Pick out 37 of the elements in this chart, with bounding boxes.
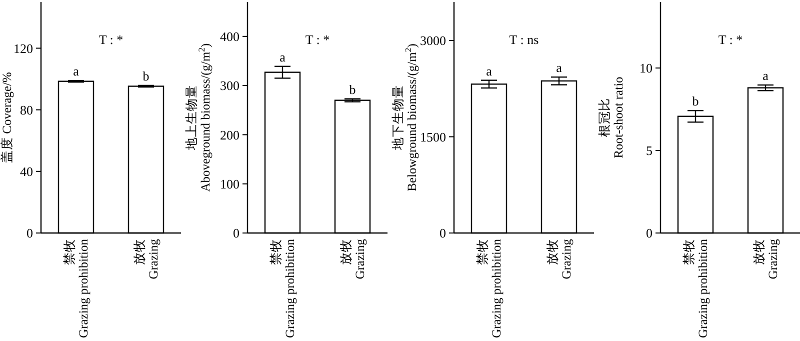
annotation: T : *	[305, 32, 330, 47]
y-tick-label: 0	[233, 226, 240, 241]
x-tick-label: 放牧 Grazing	[752, 238, 780, 280]
x-tick-label: 禁牧 Grazing prohibition	[62, 238, 90, 338]
y-tick-label: 200	[220, 127, 240, 142]
annotation: a	[280, 49, 286, 64]
y-tick-label: 5	[646, 143, 652, 158]
y-tick-label: 1500	[420, 129, 446, 144]
annotation: T : *	[718, 32, 743, 47]
y-tick-label: 40	[20, 164, 33, 179]
annotation: b	[349, 82, 356, 97]
annotation: a	[556, 60, 562, 76]
y-tick-label: 100	[220, 176, 240, 192]
annotation: a	[762, 68, 769, 83]
annotation: a	[73, 64, 80, 79]
y-tick-label: 120	[14, 40, 33, 56]
y-tick-label: 300	[220, 78, 240, 94]
y-tick-label: 400	[220, 28, 240, 44]
x-tick-label: 放牧 Grazing	[132, 238, 160, 280]
y-tick-label: 0	[646, 226, 652, 241]
y-tick-label: 80	[20, 102, 33, 118]
y-tick-label: 3000	[420, 33, 446, 48]
x-tick-label: 放牧 Grazing	[338, 238, 367, 280]
annotation: a	[486, 64, 492, 79]
annotation: b	[692, 94, 699, 109]
y-tick-label: 0	[26, 226, 33, 241]
annotation: b	[142, 68, 150, 84]
x-tick-label: 禁牧 Grazing prohibition	[268, 238, 297, 338]
y-axis-title: 根冠比 Root-shoot ratio	[598, 76, 626, 158]
y-axis-title: 盖度 Coverage/%	[0, 72, 14, 163]
x-tick-label: 禁牧 Grazing prohibition	[682, 238, 710, 338]
annotation: T : *	[98, 32, 124, 47]
x-tick-label: 放牧 Grazing	[545, 238, 574, 280]
annotation: T : ns	[509, 32, 539, 47]
x-tick-label: 禁牧 Grazing prohibition	[475, 238, 504, 338]
y-tick-label: 0	[440, 226, 446, 241]
y-tick-label: 10	[640, 60, 652, 76]
